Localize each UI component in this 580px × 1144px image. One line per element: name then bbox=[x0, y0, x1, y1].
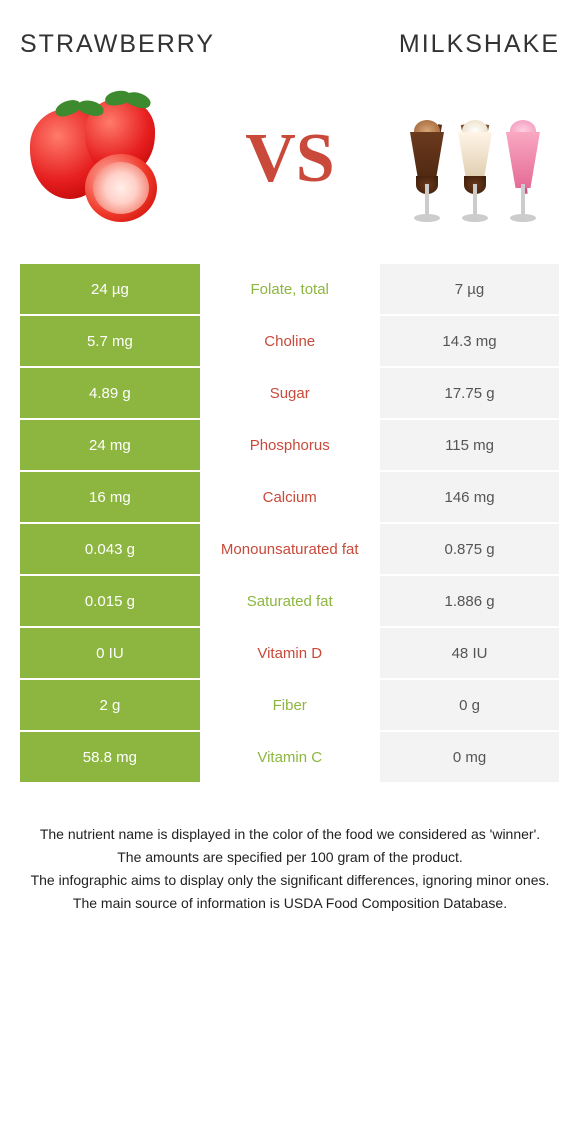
table-row: 24 µgFolate, total7 µg bbox=[20, 264, 560, 314]
value-right: 7 µg bbox=[380, 264, 560, 314]
nutrient-label: Saturated fat bbox=[200, 576, 380, 626]
value-right: 17.75 g bbox=[380, 368, 560, 418]
value-left: 4.89 g bbox=[20, 368, 200, 418]
value-left: 24 mg bbox=[20, 420, 200, 470]
table-row: 16 mgCalcium146 mg bbox=[20, 472, 560, 522]
value-left: 0.015 g bbox=[20, 576, 200, 626]
nutrient-label: Folate, total bbox=[200, 264, 380, 314]
table-row: 58.8 mgVitamin C0 mg bbox=[20, 732, 560, 782]
strawberry-image bbox=[30, 84, 180, 234]
value-right: 14.3 mg bbox=[380, 316, 560, 366]
table-row: 0.015 gSaturated fat1.886 g bbox=[20, 576, 560, 626]
value-right: 146 mg bbox=[380, 472, 560, 522]
value-right: 0.875 g bbox=[380, 524, 560, 574]
value-left: 16 mg bbox=[20, 472, 200, 522]
footer-notes: The nutrient name is displayed in the co… bbox=[0, 784, 580, 914]
value-left: 5.7 mg bbox=[20, 316, 200, 366]
title-right: MILKSHAKE bbox=[399, 30, 560, 59]
title-left: STRAWBERRY bbox=[20, 30, 215, 59]
value-right: 0 g bbox=[380, 680, 560, 730]
value-right: 48 IU bbox=[380, 628, 560, 678]
nutrient-label: Monounsaturated fat bbox=[200, 524, 380, 574]
value-left: 0.043 g bbox=[20, 524, 200, 574]
table-row: 2 gFiber0 g bbox=[20, 680, 560, 730]
table-row: 24 mgPhosphorus115 mg bbox=[20, 420, 560, 470]
footer-line: The infographic aims to display only the… bbox=[20, 870, 560, 891]
nutrient-label: Phosphorus bbox=[200, 420, 380, 470]
nutrient-label: Vitamin C bbox=[200, 732, 380, 782]
nutrient-label: Calcium bbox=[200, 472, 380, 522]
nutrient-table: 24 µgFolate, total7 µg5.7 mgCholine14.3 … bbox=[20, 264, 560, 782]
footer-line: The nutrient name is displayed in the co… bbox=[20, 824, 560, 845]
nutrient-label: Fiber bbox=[200, 680, 380, 730]
table-row: 0.043 gMonounsaturated fat0.875 g bbox=[20, 524, 560, 574]
nutrient-label: Sugar bbox=[200, 368, 380, 418]
table-row: 5.7 mgCholine14.3 mg bbox=[20, 316, 560, 366]
nutrient-label: Choline bbox=[200, 316, 380, 366]
value-left: 2 g bbox=[20, 680, 200, 730]
hero-section: VS bbox=[0, 74, 580, 264]
footer-line: The main source of information is USDA F… bbox=[20, 893, 560, 914]
value-right: 115 mg bbox=[380, 420, 560, 470]
vs-label: VS bbox=[245, 119, 334, 199]
value-left: 0 IU bbox=[20, 628, 200, 678]
footer-line: The amounts are specified per 100 gram o… bbox=[20, 847, 560, 868]
value-right: 0 mg bbox=[380, 732, 560, 782]
value-left: 58.8 mg bbox=[20, 732, 200, 782]
table-row: 0 IUVitamin D48 IU bbox=[20, 628, 560, 678]
value-right: 1.886 g bbox=[380, 576, 560, 626]
value-left: 24 µg bbox=[20, 264, 200, 314]
nutrient-label: Vitamin D bbox=[200, 628, 380, 678]
header: STRAWBERRY MILKSHAKE bbox=[0, 0, 580, 74]
table-row: 4.89 gSugar17.75 g bbox=[20, 368, 560, 418]
milkshake-image bbox=[400, 84, 550, 234]
